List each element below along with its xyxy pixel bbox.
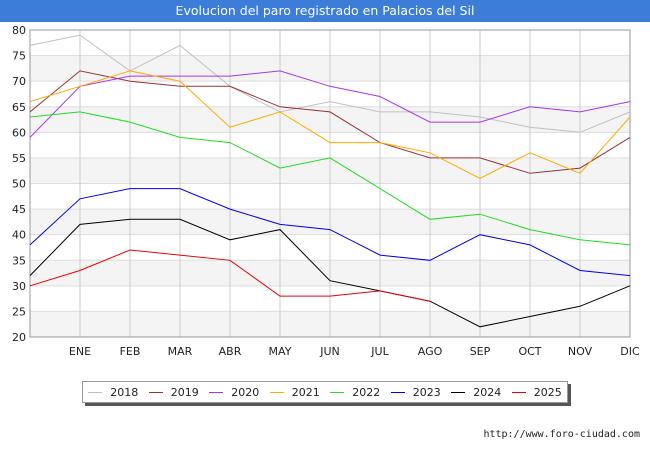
- x-tick-label: JUN: [319, 345, 340, 358]
- plot-border: [29, 29, 631, 338]
- x-tick-label: NOV: [568, 345, 593, 358]
- series-line-2022: [29, 111, 631, 246]
- series-line-2024: [29, 218, 631, 328]
- x-tick-label: MAY: [269, 345, 292, 358]
- legend-label: 2021: [291, 385, 320, 399]
- legend-item-2025: 2025: [511, 385, 562, 399]
- x-tick-label: AGO: [418, 345, 443, 358]
- legend-swatch: [330, 391, 345, 393]
- legend-swatch: [390, 391, 405, 393]
- legend-label: 2019: [170, 385, 199, 399]
- y-tick-label: 20: [12, 331, 26, 344]
- chart-title: Evolucion del paro registrado en Palacio…: [0, 0, 650, 22]
- legend-item-2019: 2019: [148, 385, 199, 399]
- x-tick-label: ABR: [219, 345, 242, 358]
- y-tick-label: 50: [12, 178, 26, 191]
- y-tick-label: 65: [12, 101, 26, 114]
- legend-swatch: [209, 391, 224, 393]
- y-tick-label: 30: [12, 280, 26, 293]
- series-line-2020: [29, 70, 631, 138]
- x-tick-label: FEB: [120, 345, 141, 358]
- legend-label: 2023: [412, 385, 441, 399]
- y-tick-label: 70: [12, 75, 26, 88]
- y-tick-label: 25: [12, 305, 26, 318]
- legend-item-2018: 2018: [88, 386, 138, 399]
- series-line-2019: [29, 70, 631, 174]
- x-tick-label: OCT: [518, 345, 541, 358]
- legend-label: 2022: [352, 385, 381, 399]
- legend-label: 2020: [231, 385, 260, 399]
- x-tick-label: MAR: [168, 345, 193, 358]
- x-tick-label: SEP: [470, 345, 491, 358]
- x-tick-label: DIC: [620, 345, 640, 358]
- legend-swatch: [88, 391, 103, 393]
- y-tick-label: 60: [12, 126, 26, 139]
- y-tick-label: 40: [12, 229, 26, 242]
- line-chart: 20 25 30 35 40 45 50 55 60 65 70 75 80 ENE FEB MAR ABR MA…: [12, 24, 640, 358]
- legend-swatch: [269, 391, 284, 393]
- legend-item-2023: 2023: [390, 385, 441, 399]
- x-tick-label: ENE: [69, 345, 91, 358]
- legend-label: 2018: [110, 385, 139, 399]
- legend-label: 2025: [533, 385, 562, 399]
- chart-legend: 2018 2019 2020 2021 2022 2023 2024 2025: [82, 381, 568, 403]
- legend-label: 2024: [473, 385, 502, 399]
- legend-item-2021: 2021: [269, 385, 320, 399]
- y-tick-label: 35: [12, 254, 26, 267]
- x-tick-label: JUL: [370, 345, 389, 358]
- legend-swatch: [511, 391, 526, 393]
- y-tick-label: 80: [12, 24, 26, 37]
- legend-swatch: [451, 391, 466, 393]
- legend-item-2020: 2020: [209, 386, 259, 399]
- series-line-2025: [29, 249, 431, 302]
- series-line-2023: [29, 188, 631, 277]
- legend-item-2024: 2024: [451, 386, 501, 399]
- y-tick-label: 55: [12, 152, 26, 165]
- series-line-2021: [29, 70, 631, 179]
- source-credit: http://www.foro-ciudad.com: [483, 429, 640, 440]
- y-tick-label: 75: [12, 50, 26, 63]
- legend-item-2022: 2022: [330, 386, 380, 399]
- y-tick-label: 45: [12, 203, 26, 216]
- legend-swatch: [148, 391, 163, 393]
